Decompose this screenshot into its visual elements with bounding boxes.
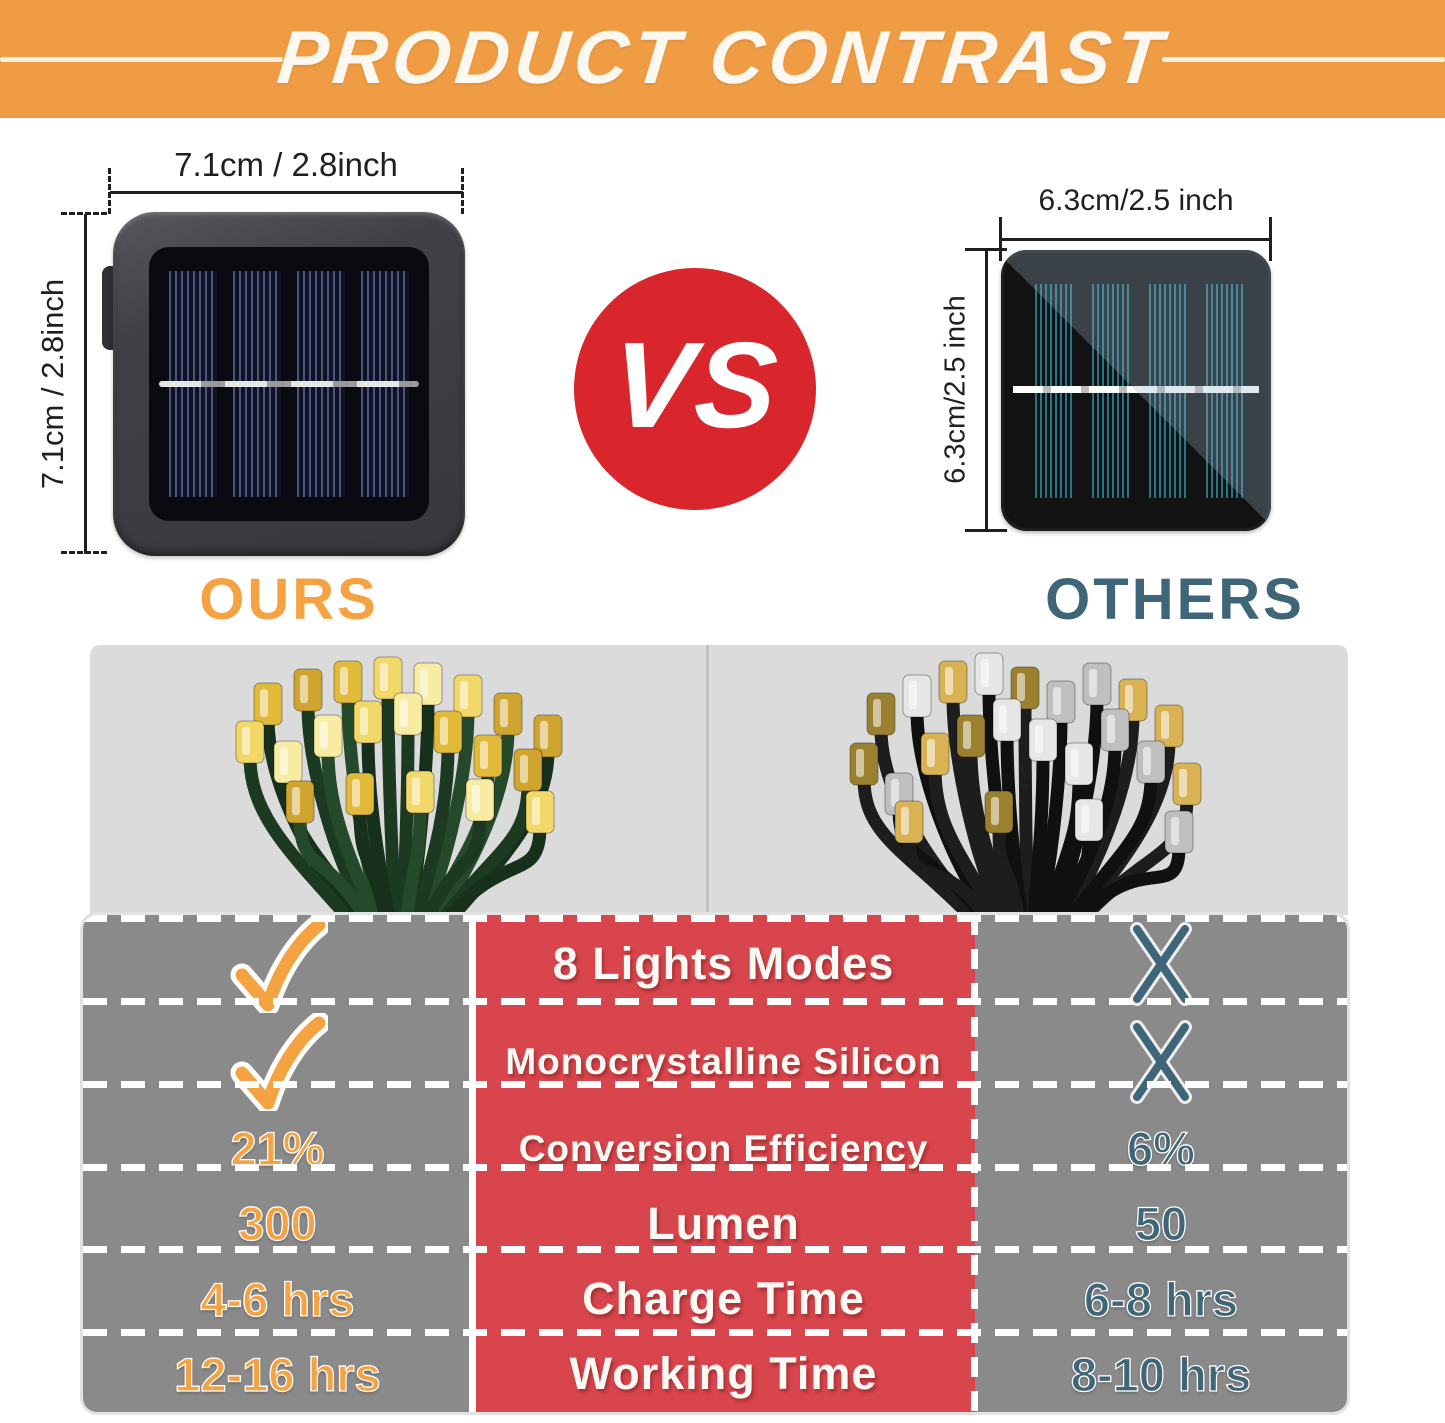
feature-cell: Charge Time <box>472 1262 975 1337</box>
others-value: 8-10 hrs <box>1070 1347 1252 1401</box>
vs-badge: VS <box>574 268 816 510</box>
ours-height-dimension-line <box>84 214 87 554</box>
cross-icon <box>1130 1020 1192 1104</box>
solar-busbar <box>1013 386 1259 393</box>
solar-busbar <box>159 381 419 387</box>
ours-value: 300 <box>238 1197 318 1251</box>
feature-label: Conversion Efficiency <box>518 1127 929 1169</box>
ours-value-cell <box>83 1013 472 1111</box>
row-divider <box>83 997 1347 1005</box>
others-value-cell: 50 <box>975 1186 1347 1261</box>
others-height-dimension-line <box>985 250 988 532</box>
others-value: 6-8 hrs <box>1083 1272 1239 1326</box>
table-rows: 8 Lights Modes Monocrystalline Silicon 2… <box>83 915 1347 1412</box>
solar-panel-others <box>1001 250 1271 531</box>
feature-label: Monocrystalline Silicon <box>505 1041 942 1082</box>
solar-panel-ours <box>113 212 465 556</box>
lights-photos <box>90 645 1348 915</box>
banner-rule-left <box>0 57 283 62</box>
ours-value-cell: 12-16 hrs <box>83 1337 472 1412</box>
dimension-tick <box>461 168 464 214</box>
feature-cell: Monocrystalline Silicon <box>472 1013 975 1111</box>
others-value-cell <box>975 915 1347 1013</box>
ours-value-cell: 4-6 hrs <box>83 1262 472 1337</box>
table-row: 12-16 hrs Working Time 8-10 hrs <box>83 1337 1347 1412</box>
row-divider <box>83 1080 1347 1088</box>
feature-cell: Lumen <box>472 1186 975 1261</box>
ours-value: 4-6 hrs <box>200 1272 355 1326</box>
cross-icon <box>1130 922 1192 1006</box>
banner: PRODUCT CONTRAST <box>0 0 1445 118</box>
banner-rule-right <box>1162 57 1445 62</box>
others-label: OTHERS <box>1045 567 1305 632</box>
dimension-tick <box>108 168 111 214</box>
others-height-label: 6.3cm/2.5 inch <box>939 295 972 484</box>
vs-text: VS <box>606 317 784 453</box>
others-width-dimension-line <box>1000 238 1272 241</box>
others-value-cell <box>975 1013 1347 1111</box>
table-row: 8 Lights Modes <box>83 915 1347 1013</box>
row-divider <box>83 1246 1347 1254</box>
photo-divider <box>706 645 709 915</box>
ours-width-dimension-line <box>110 191 463 194</box>
panel-gloss <box>1001 250 1271 531</box>
row-divider <box>83 915 1347 922</box>
feature-label: 8 Lights Modes <box>552 938 895 989</box>
others-value-cell: 6% <box>975 1111 1347 1186</box>
dimension-tick <box>965 529 1007 532</box>
others-width-label: 6.3cm/2.5 inch <box>1038 184 1234 217</box>
feature-label: Working Time <box>569 1348 878 1400</box>
row-divider <box>83 1163 1347 1171</box>
ours-value-cell: 21% <box>83 1111 472 1186</box>
feature-cell: Conversion Efficiency <box>472 1111 975 1186</box>
others-value-cell: 8-10 hrs <box>975 1337 1347 1412</box>
ours-solar-cell <box>149 247 429 521</box>
ours-value: 12-16 hrs <box>174 1347 382 1401</box>
others-value-cell: 6-8 hrs <box>975 1262 1347 1337</box>
dimension-tick <box>61 551 107 554</box>
others-value: 50 <box>1134 1197 1188 1251</box>
check-icon <box>230 1013 328 1111</box>
lights-photo-ours <box>235 656 563 915</box>
dimension-tick <box>965 248 1007 251</box>
lights-photo-others <box>849 652 1202 915</box>
dimension-tick <box>61 212 107 215</box>
page-title: PRODUCT CONTRAST <box>273 15 1172 99</box>
feature-cell: Working Time <box>472 1337 975 1412</box>
feature-label: Charge Time <box>582 1273 865 1325</box>
ours-label: OURS <box>199 567 379 632</box>
dimension-tick <box>1269 217 1272 261</box>
ours-value-cell: 300 <box>83 1186 472 1261</box>
feature-label: Lumen <box>647 1197 800 1249</box>
feature-cell: 8 Lights Modes <box>472 915 975 1013</box>
table-row: 21% Conversion Efficiency 6% <box>83 1111 1347 1186</box>
comparison-table: 8 Lights Modes Monocrystalline Silicon 2… <box>83 915 1347 1412</box>
table-row: 4-6 hrs Charge Time 6-8 hrs <box>83 1262 1347 1337</box>
table-row: Monocrystalline Silicon <box>83 1013 1347 1111</box>
ours-width-label: 7.1cm / 2.8inch <box>174 146 398 183</box>
row-divider <box>83 1329 1347 1337</box>
ours-height-label: 7.1cm / 2.8inch <box>35 278 70 490</box>
table-row: 300 Lumen 50 <box>83 1186 1347 1261</box>
dimension-tick <box>999 217 1002 261</box>
